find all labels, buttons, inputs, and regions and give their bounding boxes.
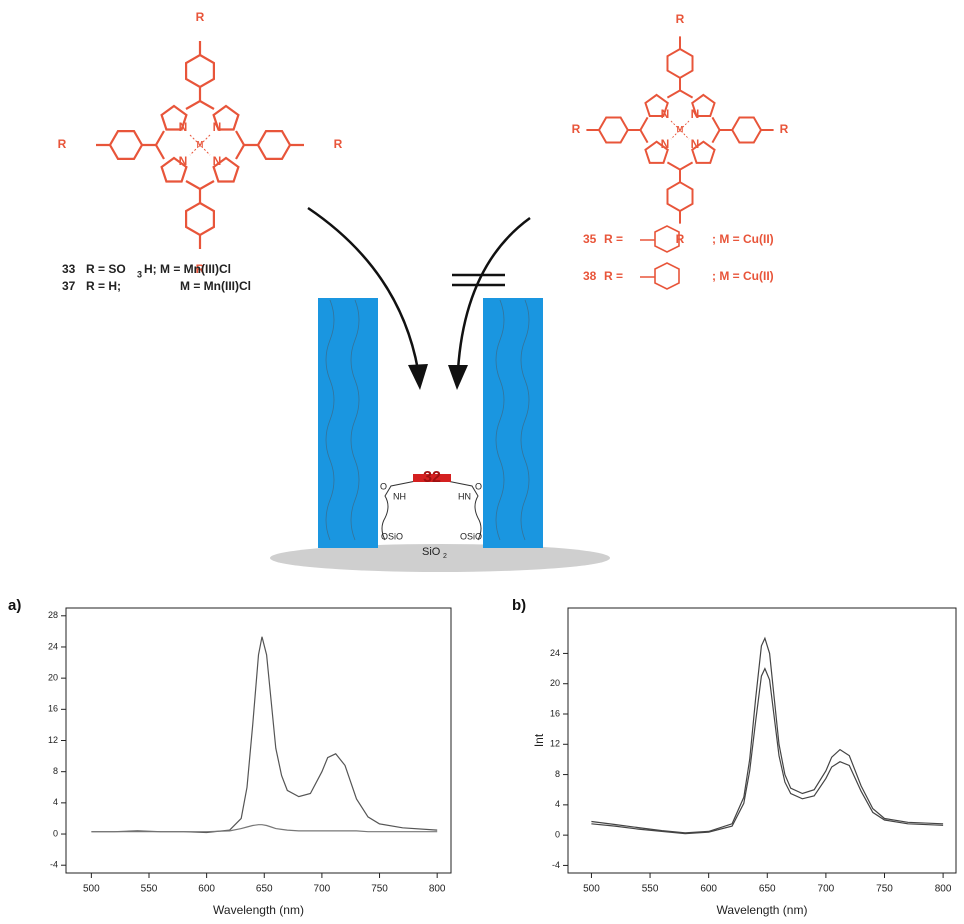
x-tick-label: 550: [642, 884, 659, 895]
compound-number: 38: [583, 269, 597, 283]
compound-number: 35: [583, 232, 597, 246]
compound-labels-left: 33 R = SO 3 H; M = Mn(III)Cl 37 R = H; M…: [62, 262, 251, 293]
plot-frame: [66, 608, 451, 873]
compound-number: 33: [62, 262, 76, 276]
substituent: R: [780, 122, 789, 136]
y-tick-label: 28: [48, 610, 58, 620]
linker-label: O: [380, 481, 387, 491]
substituent: R: [334, 137, 343, 151]
x-tick-label: 600: [700, 884, 717, 895]
panel-label: a): [8, 597, 21, 614]
substrate-label: SiO: [422, 546, 441, 558]
compound-number: 32: [423, 469, 441, 486]
nitrogen: N: [179, 120, 188, 134]
y-tick-label: 24: [48, 641, 58, 651]
y-tick-label: 20: [48, 673, 58, 683]
compound-text: ; M = Cu(II): [712, 269, 774, 283]
nitrogen: N: [691, 137, 700, 151]
compound-text: H; M = Mn(III)Cl: [144, 262, 231, 276]
channel-wall: [483, 298, 543, 548]
linker-label: HN: [458, 491, 471, 501]
x-tick-label: 700: [314, 884, 331, 895]
subscript: 2: [443, 553, 447, 560]
substituent: R: [676, 232, 685, 246]
nitrogen: N: [661, 137, 670, 151]
x-tick-label: 750: [371, 884, 388, 895]
plot-frame: [568, 608, 956, 873]
arrowhead: [408, 364, 428, 390]
spectrum-line: [91, 637, 437, 833]
y-tick-label: 4: [555, 799, 560, 809]
y-tick-label: 16: [550, 708, 560, 718]
x-tick-label: 650: [256, 884, 273, 895]
arrowhead: [448, 365, 468, 390]
metal: M: [677, 125, 684, 134]
substituent: R: [58, 137, 67, 151]
y-axis-label: Int: [532, 733, 546, 747]
compound-text: R = SO: [86, 262, 126, 276]
panel-label: b): [512, 597, 526, 614]
x-tick-label: 750: [876, 884, 893, 895]
y-tick-label: 12: [550, 739, 560, 749]
y-tick-label: 24: [550, 648, 560, 658]
figure: R R R R N N N N M R R R R N N N N M 33 R…: [0, 0, 964, 919]
y-tick-label: 16: [48, 704, 58, 714]
linker-label: OSiO: [381, 531, 403, 541]
spectrum-line: [591, 669, 943, 834]
subscript: 3: [137, 269, 142, 279]
x-tick-label: 800: [935, 884, 952, 895]
nitrogen: N: [661, 107, 670, 121]
x-tick-label: 800: [429, 884, 446, 895]
linker-label: OSiO: [460, 531, 482, 541]
metal: M: [197, 140, 204, 149]
x-tick-label: 500: [583, 884, 600, 895]
x-tick-label: 600: [198, 884, 215, 895]
x-axis-label: Wavelength (nm): [213, 903, 304, 917]
nitrogen: N: [213, 154, 222, 168]
compound-number: 37: [62, 279, 76, 293]
spectrum-line: [591, 638, 943, 833]
substituent: R: [572, 122, 581, 136]
y-tick-label: 8: [53, 766, 58, 776]
y-tick-label: 12: [48, 735, 58, 745]
nitrogen: N: [179, 154, 188, 168]
compound-text: M = Mn(III)Cl: [180, 279, 251, 293]
y-tick-label: 0: [555, 830, 560, 840]
x-axis-label: Wavelength (nm): [717, 903, 808, 917]
x-tick-label: 650: [759, 884, 776, 895]
y-tick-label: -4: [50, 860, 58, 870]
x-tick-label: 500: [83, 884, 100, 895]
pyridyl-rings: [640, 226, 679, 289]
compound-text: R = H;: [86, 279, 121, 293]
compound-text: R =: [604, 269, 623, 283]
substituent: R: [676, 12, 685, 26]
y-tick-label: 20: [550, 678, 560, 688]
x-tick-label: 700: [818, 884, 835, 895]
y-tick-label: 4: [53, 797, 58, 807]
nitrogen: N: [691, 107, 700, 121]
compound-text: ; M = Cu(II): [712, 232, 774, 246]
linker-label: NH: [393, 491, 406, 501]
substituent: R: [196, 10, 205, 24]
y-tick-label: -4: [552, 860, 560, 870]
nitrogen: N: [213, 120, 222, 134]
linker-label: O: [475, 481, 482, 491]
x-tick-label: 550: [141, 884, 158, 895]
y-tick-label: 8: [555, 769, 560, 779]
y-tick-label: 0: [53, 828, 58, 838]
compound-text: R =: [604, 232, 623, 246]
